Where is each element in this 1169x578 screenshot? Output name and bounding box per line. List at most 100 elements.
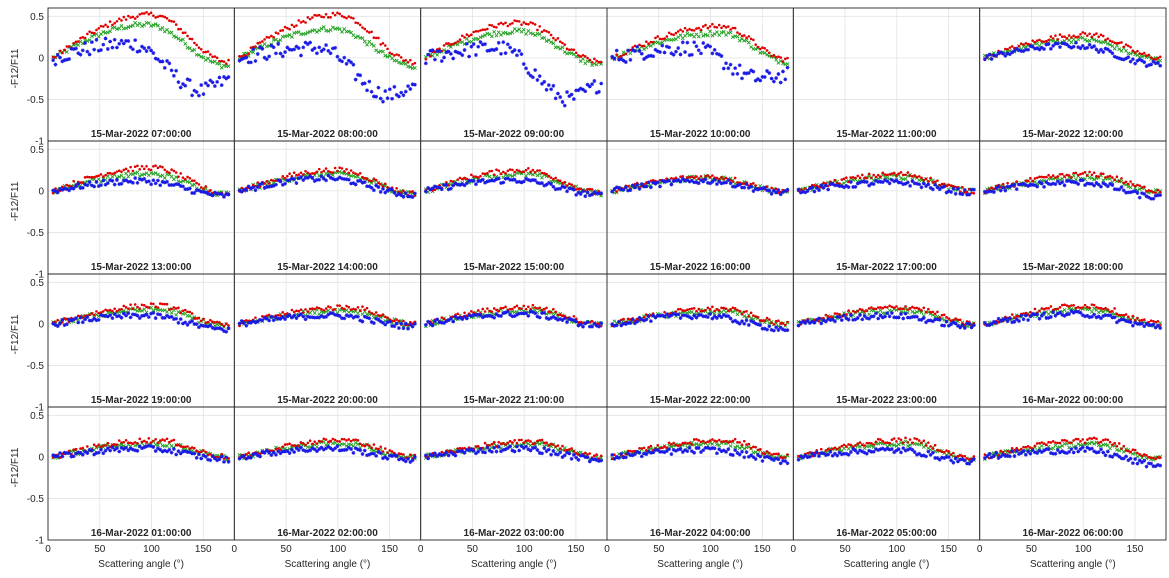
point-red <box>186 310 189 314</box>
point-red <box>524 439 528 443</box>
point-blue <box>864 180 869 184</box>
point-red <box>238 324 241 328</box>
point-blue <box>469 178 474 183</box>
point-green <box>356 34 360 39</box>
point-green <box>158 27 163 32</box>
point-red <box>524 22 528 26</box>
point-red <box>327 169 330 173</box>
point-red <box>340 437 344 441</box>
point-red <box>1124 313 1128 316</box>
point-blue <box>717 52 722 57</box>
point-blue <box>137 49 142 53</box>
point-red <box>752 314 755 317</box>
point-red <box>631 46 634 49</box>
point-red <box>1038 309 1041 313</box>
point-red <box>527 305 530 309</box>
point-blue <box>674 178 678 183</box>
point-blue <box>183 320 188 325</box>
point-blue <box>278 179 283 184</box>
point-red <box>288 442 291 445</box>
point-green <box>169 30 174 35</box>
point-red <box>451 180 455 183</box>
point-red <box>90 311 94 315</box>
point-red <box>972 192 976 195</box>
point-blue <box>515 444 519 449</box>
point-blue <box>342 55 347 60</box>
point-red <box>897 172 901 175</box>
point-red <box>527 22 530 26</box>
point-blue <box>142 176 147 181</box>
point-blue <box>437 185 442 190</box>
point-blue <box>837 184 842 189</box>
point-red <box>663 37 666 40</box>
point-blue <box>710 51 715 56</box>
point-blue <box>51 188 56 193</box>
point-blue <box>944 190 949 195</box>
point-red <box>829 315 832 319</box>
point-green <box>712 311 717 316</box>
point-blue <box>992 190 996 194</box>
point-red <box>368 310 371 313</box>
point-blue <box>58 186 62 191</box>
point-red <box>1072 171 1075 175</box>
point-blue <box>708 181 713 186</box>
point-red <box>193 446 196 450</box>
point-blue <box>149 311 154 316</box>
point-red <box>835 312 839 315</box>
point-red <box>324 12 328 16</box>
point-blue <box>696 48 701 53</box>
point-blue <box>365 184 369 189</box>
point-blue <box>930 319 935 324</box>
point-blue <box>576 323 581 328</box>
point-green <box>89 34 94 39</box>
point-red <box>202 187 205 190</box>
point-blue <box>162 65 167 70</box>
point-red <box>1006 48 1009 51</box>
point-red <box>765 49 769 52</box>
point-red <box>320 15 323 19</box>
point-red <box>704 308 707 312</box>
point-green <box>510 30 515 35</box>
point-green <box>112 25 117 30</box>
point-blue <box>833 183 837 188</box>
point-blue <box>540 451 544 456</box>
point-red <box>340 14 344 18</box>
point-green <box>1083 37 1087 42</box>
point-red <box>513 305 516 309</box>
point-red <box>640 44 644 48</box>
point-red <box>854 311 857 314</box>
point-blue <box>194 455 199 460</box>
point-blue <box>255 185 260 190</box>
point-blue <box>433 57 437 62</box>
point-blue <box>494 47 499 51</box>
point-red <box>965 320 969 323</box>
point-blue <box>346 58 351 63</box>
point-red <box>197 183 201 186</box>
point-blue <box>390 96 394 101</box>
point-blue <box>1033 46 1037 51</box>
point-blue <box>826 317 831 322</box>
point-blue <box>387 187 392 191</box>
point-blue <box>1060 41 1065 46</box>
point-red <box>1060 172 1064 176</box>
point-red <box>574 51 578 55</box>
point-blue <box>528 309 533 314</box>
point-red <box>508 168 512 171</box>
point-blue <box>617 57 621 62</box>
point-red <box>713 309 716 313</box>
x-tick-label: 150 <box>381 544 398 555</box>
point-blue <box>655 49 660 54</box>
point-red <box>501 22 505 26</box>
point-red <box>1097 35 1101 39</box>
point-blue <box>585 320 590 324</box>
point-red <box>1154 320 1157 324</box>
point-blue <box>517 448 522 453</box>
point-red <box>411 190 414 193</box>
point-red <box>338 440 342 443</box>
point-red <box>556 37 560 40</box>
point-red <box>495 168 498 171</box>
point-blue <box>1158 193 1163 197</box>
point-red <box>395 53 398 56</box>
point-blue <box>869 181 874 186</box>
point-blue <box>985 54 990 58</box>
